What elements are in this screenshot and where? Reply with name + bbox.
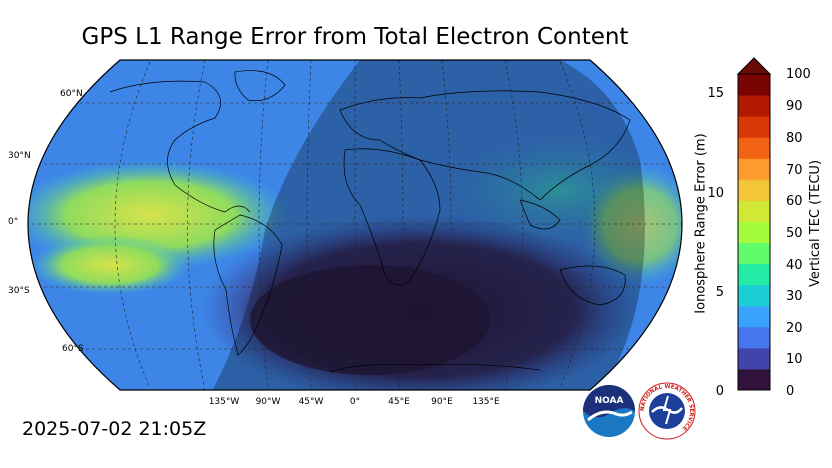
- noaa-logo: NOAA: [583, 385, 635, 437]
- colorbar-left-tick: 5: [715, 285, 724, 300]
- colorbar-segment: [738, 158, 770, 180]
- colorbar-segment: [738, 221, 770, 244]
- noaa-logo-text: NOAA: [595, 396, 624, 406]
- colorbar-right-tick: 50: [786, 226, 803, 241]
- colorbar-right-tick: 100: [786, 67, 811, 82]
- lat-label: 30°N: [8, 151, 31, 161]
- lon-label: 45°W: [298, 397, 324, 407]
- colorbar-right-tick: 40: [786, 258, 803, 273]
- lon-label: 135°E: [472, 397, 500, 407]
- lon-label: 0°: [349, 397, 361, 407]
- colorbar-outline: [737, 73, 771, 391]
- colorbar-right-label: Vertical TEC (TECU): [808, 159, 824, 288]
- lon-label: 45°E: [388, 397, 410, 407]
- colorbar-segment: [738, 305, 770, 328]
- colorbar-segment: [738, 347, 770, 370]
- lon-label: 90°W: [255, 397, 281, 407]
- colorbar-left-tick: 15: [707, 86, 724, 101]
- colorbar-segment: [738, 137, 770, 159]
- colorbar-segment: [738, 284, 770, 307]
- colorbar-right-tick: 20: [786, 321, 803, 336]
- lat-label: 60°N: [60, 89, 83, 99]
- night-terminator: [210, 60, 645, 390]
- colorbar-right-tick: 60: [786, 194, 803, 209]
- colorbar-right-tick: 0: [786, 384, 795, 399]
- chart-title: GPS L1 Range Error from Total Electron C…: [81, 24, 629, 50]
- lat-label: 30°S: [8, 286, 30, 296]
- colorbar-segment: [738, 326, 770, 349]
- colorbar-segment: [738, 179, 770, 201]
- colorbar-segment: [738, 263, 770, 286]
- colorbar-right-tick: 10: [786, 352, 803, 367]
- colorbar-extend-arrow: [736, 57, 772, 75]
- colorbar-right-tick: 90: [786, 99, 803, 114]
- colorbar-segment: [738, 95, 770, 117]
- colorbar-segment: [738, 242, 770, 265]
- timestamp: 2025-07-02 21:05Z: [22, 418, 207, 440]
- graticule: [28, 60, 682, 390]
- colorbar-segment: [738, 368, 770, 391]
- lat-label: 0°: [8, 217, 19, 227]
- lon-label: 90°E: [431, 397, 453, 407]
- colorbar-segment: [738, 200, 770, 222]
- colorbar-segment: [738, 116, 770, 138]
- coastlines: [109, 70, 631, 373]
- colorbar-right-tick: 70: [786, 163, 803, 178]
- colorbar-left-tick: 0: [715, 384, 724, 399]
- colorbar: [736, 57, 772, 391]
- nws-logo: NATIONAL WEATHER SERVICE: [638, 382, 696, 440]
- colorbar-segment: [738, 74, 770, 96]
- colorbar-right-tick: 80: [786, 131, 803, 146]
- map-border: [27, 59, 683, 391]
- lat-label: 60°S: [62, 344, 84, 354]
- lon-label: 135°W: [208, 397, 240, 407]
- map-field: [28, 60, 682, 390]
- colorbar-right-tick: 30: [786, 289, 803, 304]
- colorbar-left-tick: 10: [707, 186, 724, 201]
